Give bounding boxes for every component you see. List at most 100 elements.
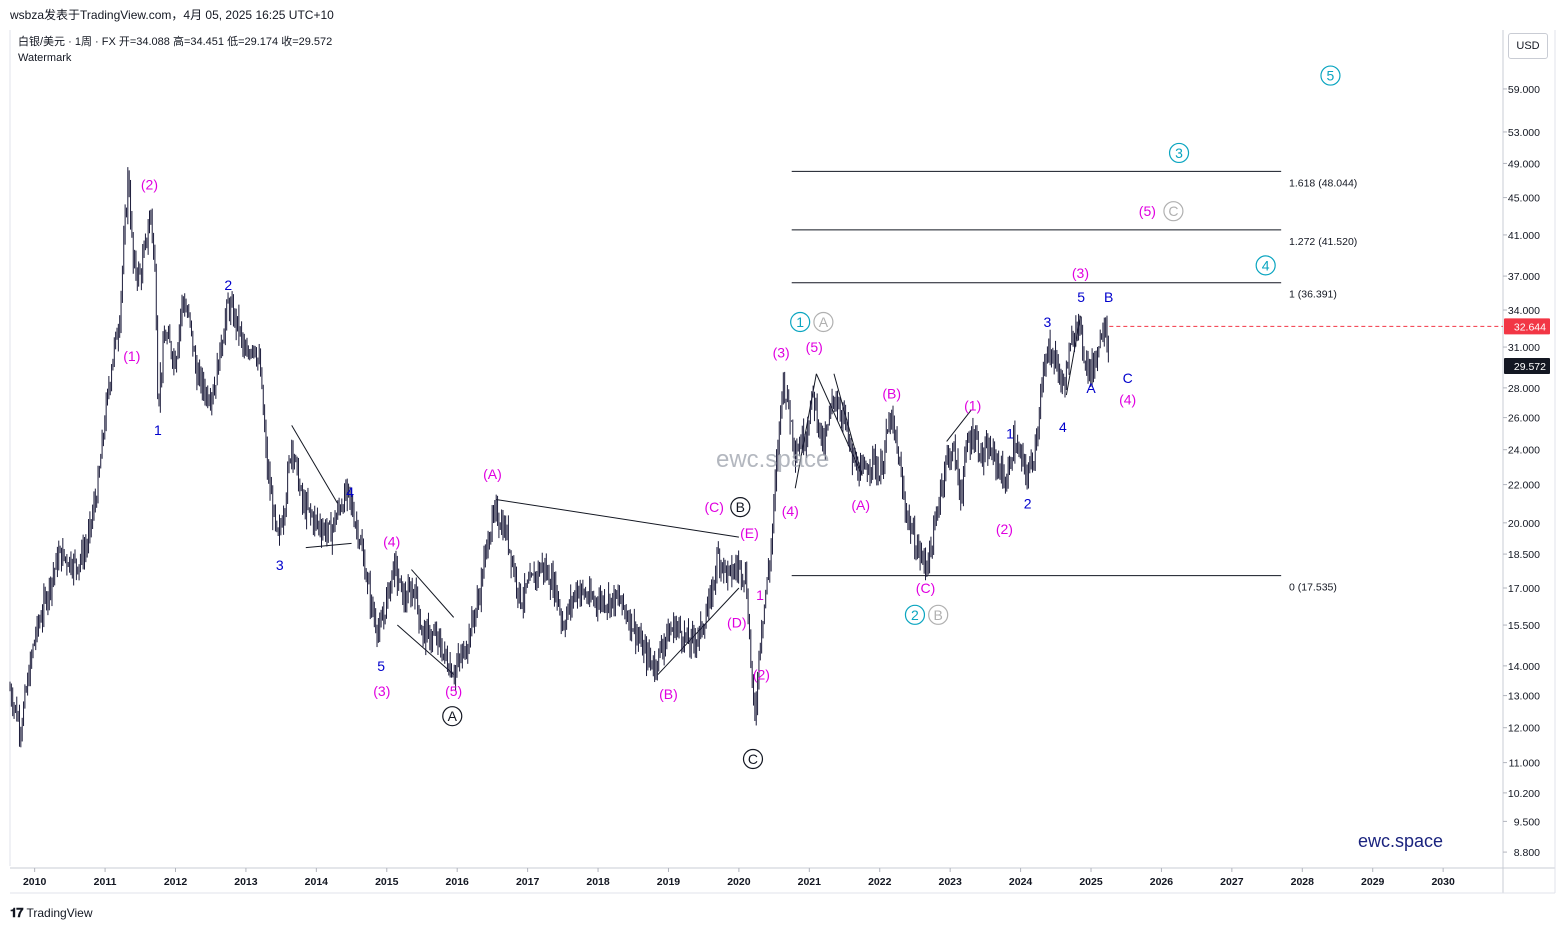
x-tick-label: 2018: [586, 876, 610, 888]
x-tick-label: 2019: [657, 876, 681, 888]
wave-label: (A): [851, 497, 870, 513]
wave-label: (2): [753, 667, 770, 683]
x-tick-label: 2010: [23, 876, 47, 888]
x-tick-label: 2027: [1220, 876, 1244, 888]
footer-text: TradingView: [26, 906, 93, 920]
wave-label: 3: [1175, 145, 1183, 161]
last-price-tag-bg: [1504, 318, 1550, 335]
y-tick-label: 8.800: [1514, 847, 1540, 859]
publish-info: wsbza发表于TradingView.com，4月 05, 2025 16:2…: [10, 8, 334, 22]
time-axis[interactable]: 2010 2011 2012 2013 2014 2015 2016 2017 2018 2019…: [23, 868, 1455, 888]
x-tick-label: 2011: [94, 876, 117, 888]
trendline: [946, 409, 972, 442]
wave-label: (5): [1139, 203, 1156, 219]
wave-label: (5): [806, 339, 823, 355]
symbol-legend: 白银/美元 · 1周 · FX 开=34.088 高=34.451 低=29.1…: [18, 34, 332, 66]
wave-label: (B): [659, 686, 678, 702]
wave-label: 2: [911, 607, 919, 623]
wave-label: (C): [916, 580, 935, 596]
footer[interactable]: 𝟏𝟕 TradingView: [10, 905, 93, 921]
x-tick-label: 2029: [1361, 876, 1385, 888]
y-tick-label: 41.000: [1508, 230, 1540, 242]
chart-frame: [9, 30, 1556, 894]
y-tick-label: 28.000: [1508, 383, 1540, 395]
x-tick-label: 2028: [1291, 876, 1315, 888]
trendline: [305, 542, 352, 549]
wave-label: A: [1086, 380, 1096, 396]
tradingview-logo-icon: 𝟏𝟕: [10, 905, 24, 920]
close-price-tag: 29.572: [1514, 361, 1546, 373]
fib-level-label: 1 (36.391): [1289, 289, 1337, 301]
x-tick-label: 2021: [798, 876, 822, 888]
wave-label: 5: [377, 658, 385, 674]
x-tick-label: 2023: [938, 876, 962, 888]
wave-label: 5: [1327, 68, 1335, 84]
wave-label: (B): [882, 386, 901, 402]
wave-label: C: [1123, 370, 1133, 386]
y-tick-label: 49.000: [1508, 158, 1540, 170]
wave-label-circle: [904, 604, 926, 625]
y-tick-label: 14.000: [1508, 661, 1540, 673]
y-tick-label: 34.000: [1508, 305, 1540, 317]
currency-button[interactable]: USD: [1508, 33, 1548, 59]
wave-label-circle: [1168, 142, 1190, 164]
fibonacci-levels: 1.618 (48.044) 1.272 (41.520) 1 (36.391) 0 …: [791, 170, 1357, 594]
y-tick-label: 13.000: [1508, 691, 1540, 703]
wave-label: 1: [1006, 425, 1014, 441]
fib-level-label: 1.618 (48.044): [1289, 177, 1357, 189]
x-tick-label: 2025: [1079, 876, 1103, 888]
fib-level-label: 1.272 (41.520): [1289, 236, 1357, 248]
wave-label: (E): [740, 525, 759, 541]
y-tick-label: 22.000: [1508, 480, 1540, 492]
wave-label: B: [1104, 289, 1113, 305]
trendline: [411, 569, 455, 618]
watermark-label: Watermark: [18, 52, 72, 64]
x-tick-label: 2022: [868, 876, 892, 888]
trendline: [291, 425, 338, 504]
wave-label-circle: [1255, 255, 1276, 276]
wave-label: (2): [996, 521, 1013, 537]
x-tick-label: 2020: [727, 876, 751, 888]
x-tick-label: 2030: [1431, 876, 1455, 888]
wave-label-circle: [790, 311, 811, 333]
wave-label-circle: [1320, 65, 1341, 86]
wave-label: (2): [141, 176, 158, 192]
close-price-tag-bg: [1504, 357, 1550, 374]
wave-label: B: [934, 607, 943, 623]
price-axis[interactable]: 8.800 9.500 10.200 11.000 12.000 13.000 14.000…: [1503, 84, 1550, 859]
wave-label: C: [1168, 203, 1178, 219]
x-tick-label: 2013: [234, 876, 258, 888]
wave-label: 4: [346, 484, 354, 500]
wave-label-circle: [742, 748, 764, 770]
wave-label: (1): [123, 348, 140, 364]
center-watermark: ewc.space: [716, 446, 830, 473]
x-tick-label: 2014: [305, 876, 329, 888]
wave-label: 1: [756, 587, 764, 603]
y-tick-label: 15.500: [1508, 620, 1540, 632]
x-tick-label: 2024: [1009, 876, 1033, 888]
y-tick-label: 11.000: [1509, 758, 1540, 770]
y-tick-label: 24.000: [1508, 445, 1540, 457]
wave-label-circle: [442, 706, 463, 727]
y-tick-label: 17.000: [1508, 583, 1540, 595]
y-tick-label: 37.000: [1508, 271, 1540, 283]
y-tick-label: 20.000: [1508, 518, 1540, 530]
wave-label: 1: [796, 314, 804, 330]
y-tick-label: 45.000: [1508, 193, 1540, 205]
wave-label: A: [448, 708, 458, 724]
wave-label: (3): [773, 344, 790, 360]
wave-label: (A): [483, 466, 502, 482]
wave-label: 1: [154, 422, 162, 438]
wave-label: A: [819, 314, 829, 330]
wave-label: (3): [373, 683, 390, 699]
y-tick-label: 9.500: [1514, 816, 1540, 828]
wave-label-circle: [813, 311, 834, 333]
x-tick-label: 2016: [446, 876, 470, 888]
y-tick-label: 10.200: [1508, 788, 1540, 800]
wave-label: (5): [445, 683, 462, 699]
wave-label: 2: [1024, 495, 1032, 511]
wave-label: (4): [383, 533, 400, 549]
last-price-tag: 32.644: [1514, 321, 1546, 333]
wave-label: (D): [727, 614, 746, 630]
